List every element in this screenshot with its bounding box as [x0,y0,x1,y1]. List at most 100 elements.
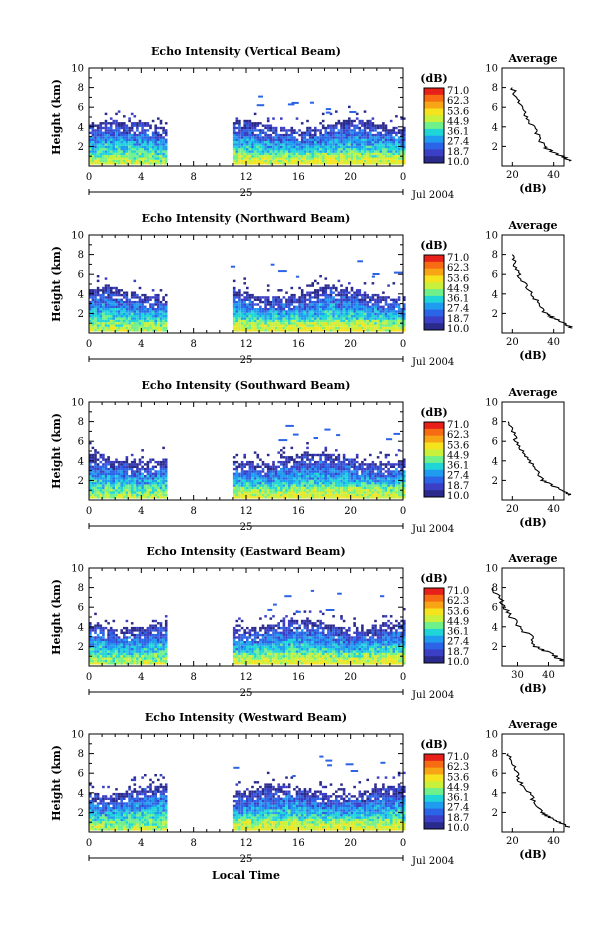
heatmap-cell [165,487,168,489]
heatmap-cell [306,303,309,305]
heatmap-cell [304,491,307,493]
heatmap-cell [285,456,288,458]
heatmap-cell [327,146,330,148]
heatmap-cell [390,132,393,134]
heatmap-cell [264,136,267,138]
heatmap-cell [309,306,312,308]
heatmap-cell [304,322,307,324]
heatmap-cell [257,463,260,465]
heatmap-cell [382,473,385,475]
heatmap-cell [105,320,108,322]
heatmap-cell [379,162,382,164]
heatmap-cell [327,324,330,326]
heatmap-cell [94,136,97,138]
heatmap-cell [257,315,260,317]
heatmap-cell [249,134,252,136]
heatmap-cell [314,292,317,294]
heatmap-cell [330,466,333,468]
heatmap-cell [236,473,239,475]
heatmap-cell [325,324,328,326]
heatmap-cell [126,473,129,475]
heatmap-cell [296,317,299,319]
heatmap-cell [105,143,108,145]
heatmap-cell [100,484,103,486]
heatmap-cell [264,494,267,496]
heatmap-cell [314,473,317,475]
heatmap-cell [322,461,325,463]
heatmap-cell [94,456,97,458]
heatmap-cell [141,134,144,136]
heatmap-cell [317,324,320,326]
heatmap-cell [131,146,134,148]
x-tick-label: 12 [240,172,253,183]
heatmap-cell [102,157,105,159]
heatmap-cell [393,141,396,143]
heatmap-cell [309,146,312,148]
heatmap-cell [107,129,110,131]
heatmap-cell [243,146,246,148]
heatmap-cell [100,306,103,308]
heatmap-cell [395,322,398,324]
heatmap-cell [243,310,246,312]
heatmap-cell [296,132,299,134]
heatmap-cell [105,322,108,324]
heatmap-cell [141,143,144,145]
heatmap-cell [340,317,343,319]
heatmap-cell [275,489,278,491]
heatmap-cell [356,148,359,150]
heatmap-cell [374,146,377,148]
heatmap-cell [92,150,95,152]
heatmap-cell [100,129,103,131]
heatmap-cell [102,160,105,162]
heatmap-cell [264,150,267,152]
heatmap-cell [131,466,134,468]
heatmap-cell [332,315,335,317]
heatmap-cell [377,475,380,477]
heatmap-cell [327,482,330,484]
heatmap-cell [343,153,346,155]
heatmap-cell [345,496,348,498]
heatmap-cell [359,155,362,157]
heatmap-cell [100,150,103,152]
heatmap-cell [102,306,105,308]
heatmap-cell [379,146,382,148]
heatmap-cell [385,296,388,298]
heatmap-cell [102,136,105,138]
heatmap-cell [327,125,330,127]
heatmap-cell [238,153,241,155]
heatmap-cell [382,489,385,491]
heatmap-cell [128,301,131,303]
heatmap-cell [317,310,320,312]
heatmap-cell [259,317,262,319]
heatmap-cell [249,484,252,486]
heatmap-cell [270,484,273,486]
heatmap-cell [165,473,168,475]
heatmap-cell [123,132,126,134]
heatmap-cell [304,487,307,489]
heatmap-cell [105,132,108,134]
heatmap-cell [157,491,160,493]
heatmap-cell [385,470,388,472]
heatmap-cell [280,491,283,493]
heatmap-cell [149,496,152,498]
heatmap-cell [298,487,301,489]
heatmap-cell [348,106,351,108]
heatmap-cell [374,468,377,470]
heatmap-cell [149,308,152,310]
heatmap-cell [304,317,307,319]
heatmap-cell [385,310,388,312]
heatmap-cell [262,496,265,498]
heatmap-cell [361,480,364,482]
average-xlabel: (dB) [519,349,546,362]
heatmap-cell [293,306,296,308]
heatmap-cell [369,491,372,493]
heatmap-cell [374,125,377,127]
heatmap-cell [343,127,346,129]
heatmap-cell [264,132,267,134]
heatmap-cell [301,301,304,303]
heatmap-cell [238,132,241,134]
heatmap-cell [147,463,150,465]
heatmap-cell [152,308,155,310]
heatmap-cell [398,153,401,155]
heatmap-cell [366,306,369,308]
